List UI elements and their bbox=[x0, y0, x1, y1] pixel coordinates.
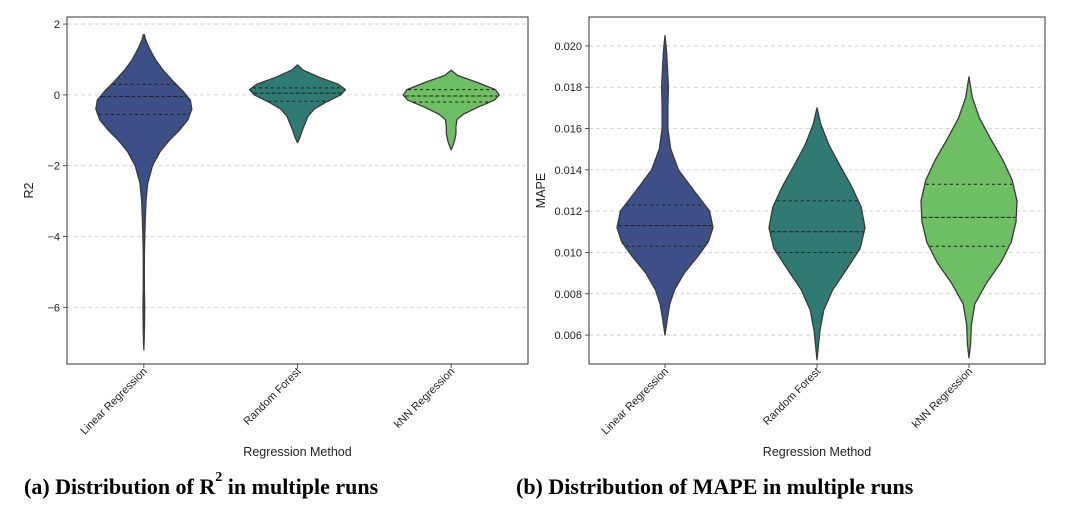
x-tick-label: kNN Regression bbox=[392, 366, 457, 431]
violin-knn-regression bbox=[402, 69, 500, 151]
y-axis-title: MAPE bbox=[534, 173, 548, 208]
caption-a-prefix: (a) Distribution of R bbox=[24, 474, 216, 499]
x-tick-label: Random Forest bbox=[242, 366, 304, 428]
x-tick-label: Linear Regression bbox=[78, 366, 150, 438]
plot-frame bbox=[588, 16, 1046, 365]
y-tick-label: 0.016 bbox=[554, 124, 582, 136]
y-tick-label: 0.012 bbox=[554, 206, 582, 218]
y-tick-label: 0.018 bbox=[554, 82, 582, 94]
violin-knn-regression bbox=[920, 76, 1018, 359]
y-tick-label: −2 bbox=[47, 161, 60, 173]
y-tick-label: −6 bbox=[47, 302, 60, 314]
y-tick-label: −4 bbox=[47, 232, 60, 244]
y-tick-label: 0.008 bbox=[554, 289, 582, 301]
y-tick-label: 0.014 bbox=[554, 165, 582, 177]
caption-a-suffix: in multiple runs bbox=[222, 474, 379, 499]
y-tick-label: 0.010 bbox=[554, 247, 582, 259]
violin-random-forest bbox=[248, 64, 347, 144]
x-axis-title: Regression Method bbox=[763, 445, 871, 459]
violin-linear-regression bbox=[616, 34, 714, 336]
y-tick-label: 2 bbox=[54, 19, 60, 31]
plot-frame bbox=[66, 16, 529, 365]
y-tick-label: 0.020 bbox=[554, 41, 582, 53]
y-axis-title: R2 bbox=[22, 182, 36, 198]
x-tick-label: Linear Regression bbox=[600, 366, 672, 438]
violin-random-forest bbox=[768, 107, 866, 361]
x-tick-label: kNN Regression bbox=[910, 366, 975, 431]
chart-panel-b: 0.006 0.008 0.010 0.012 0.014 0.016 0.018 0.020… bbox=[534, 16, 1046, 459]
caption-a-superscript: 2 bbox=[215, 470, 223, 485]
x-axis-title: Regression Method bbox=[243, 445, 351, 459]
violin-linear-regression bbox=[95, 34, 193, 351]
caption-b: (b) Distribution of MAPE in multiple run… bbox=[516, 474, 914, 499]
y-tick-label: 0 bbox=[54, 90, 60, 102]
x-tick-label: Random Forest bbox=[761, 366, 823, 428]
chart-panel-a: 2 0 −2 −4 −6 Linear Regression Random Forest kN… bbox=[22, 16, 529, 459]
y-tick-label: 0.006 bbox=[554, 330, 582, 342]
caption-a: (a) Distribution of R2 in multiple runs bbox=[24, 470, 379, 500]
